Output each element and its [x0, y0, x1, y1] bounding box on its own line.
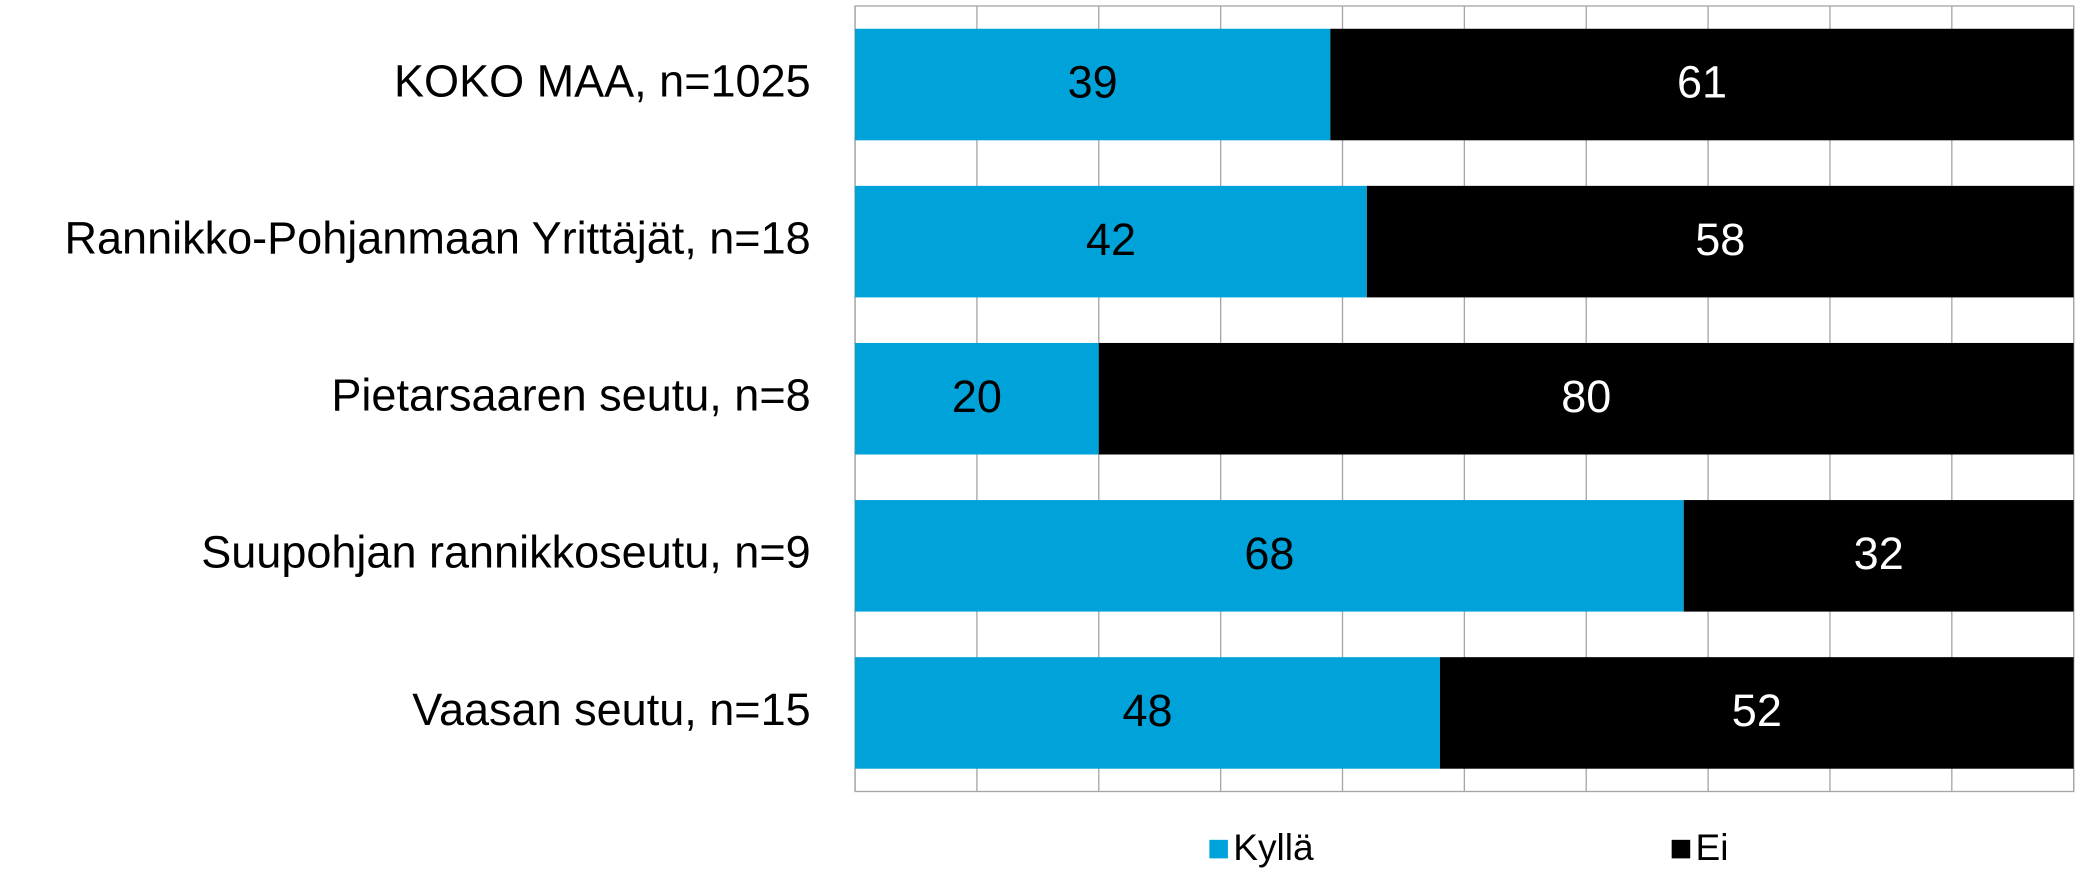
category-label: Suupohjan rannikkoseutu, n=9: [201, 527, 810, 578]
data-label: 52: [1732, 685, 1782, 736]
data-label: 32: [1854, 528, 1904, 579]
legend-swatch: [1671, 839, 1691, 859]
bar-segment: [855, 657, 1440, 769]
bar-segment: [855, 342, 1099, 455]
bar-segment: [855, 185, 1367, 298]
bar-segment: [1439, 657, 2074, 769]
data-label: 68: [1244, 528, 1294, 579]
data-label: 58: [1695, 214, 1745, 265]
data-label: 48: [1122, 685, 1172, 736]
data-label: 61: [1677, 57, 1727, 108]
category-label: Pietarsaaren seutu, n=8: [331, 370, 810, 421]
data-label: 20: [952, 371, 1002, 422]
bar-segment: [1098, 342, 2074, 455]
bar-segment: [855, 500, 1684, 612]
bar-segment: [855, 28, 1331, 141]
bar-segment: [1366, 185, 2074, 298]
data-label: 80: [1561, 371, 1611, 422]
data-label: 39: [1068, 57, 1118, 108]
legend-label: Kyllä: [1233, 826, 1314, 868]
category-label: KOKO MAA, n=1025: [394, 55, 811, 106]
legend-label: Ei: [1696, 826, 1729, 868]
category-label: Rannikko-Pohjanmaan Yrittäjät, n=18: [65, 213, 811, 264]
data-label: 42: [1086, 214, 1136, 265]
bar-segment: [1330, 28, 2074, 141]
bar-segment: [1683, 500, 2074, 612]
category-label: Vaasan seutu, n=15: [412, 684, 810, 735]
legend-swatch: [1209, 839, 1228, 859]
